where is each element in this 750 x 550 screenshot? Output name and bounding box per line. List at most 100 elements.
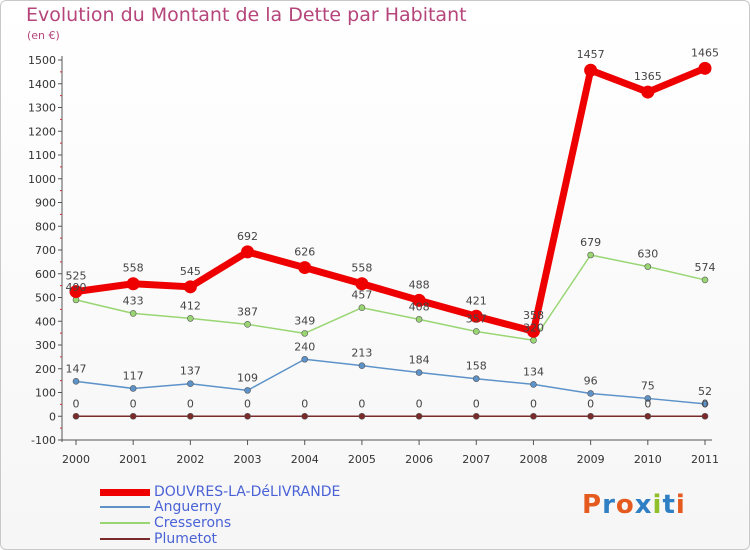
data-point-douvres-la-d-livrande: [355, 277, 369, 291]
data-label-anguerny: 96: [584, 374, 598, 387]
y-tick-label: 0: [49, 410, 56, 423]
data-point-cresserons: [530, 336, 537, 344]
legend-swatch-cresserons: [100, 522, 150, 524]
data-point-plumetot: [301, 412, 309, 420]
y-tick-label: 1200: [28, 125, 56, 138]
data-label-plumetot: 0: [130, 397, 137, 410]
data-label-cresserons: 679: [580, 236, 601, 249]
data-label-plumetot: 0: [530, 397, 537, 410]
data-label-douvres-la-d-livrande: 692: [237, 230, 258, 243]
legend-item-plumetot: Plumetot: [100, 531, 217, 547]
data-point-douvres-la-d-livrande: [526, 324, 540, 338]
data-point-anguerny: [415, 369, 423, 376]
data-label-anguerny: 75: [641, 379, 655, 392]
legend-label-anguerny: Anguerny: [154, 499, 222, 515]
data-point-douvres-la-d-livrande: [298, 261, 312, 275]
data-point-cresserons: [472, 328, 480, 335]
data-label-plumetot: 0: [187, 397, 194, 410]
x-tick-label: 2007: [462, 453, 490, 466]
series-line-cresserons: [75, 254, 706, 341]
legend-label-douvres: DOUVRES-LA-DéLIVRANDE: [154, 484, 341, 500]
data-point-anguerny: [301, 355, 309, 363]
x-tick-label: 2010: [634, 453, 662, 466]
data-point-plumetot: [644, 412, 652, 420]
data-label-cresserons: 412: [180, 299, 201, 312]
y-tick-label: 500: [35, 292, 56, 305]
y-tick-label: 1400: [28, 78, 56, 91]
data-label-cresserons: 357: [466, 312, 487, 325]
data-point-anguerny: [72, 378, 80, 385]
x-tick-label: 2005: [348, 453, 376, 466]
x-tick-label: 2006: [405, 453, 433, 466]
data-point-douvres-la-d-livrande: [584, 63, 598, 77]
legend-swatch-douvres: [100, 488, 150, 496]
data-point-douvres-la-d-livrande: [69, 285, 83, 299]
data-point-anguerny: [530, 381, 537, 388]
data-label-douvres-la-d-livrande: 558: [351, 262, 372, 275]
data-point-anguerny: [129, 385, 137, 392]
data-label-anguerny: 52: [698, 385, 712, 398]
data-label-plumetot: 0: [358, 397, 365, 410]
legend-label-plumetot: Plumetot: [154, 531, 217, 547]
data-point-plumetot: [530, 412, 537, 420]
proxiti-logo: Proxiti: [582, 490, 686, 520]
data-point-plumetot: [587, 412, 594, 420]
legend-swatch-anguerny: [100, 506, 150, 508]
data-label-anguerny: 109: [237, 371, 258, 384]
x-tick-label: 2002: [176, 453, 204, 466]
x-tick-label: 2009: [577, 453, 605, 466]
data-label-plumetot: 0: [416, 397, 423, 410]
data-label-plumetot: 0: [244, 397, 251, 410]
data-label-anguerny: 184: [409, 354, 430, 367]
y-tick-label: 900: [35, 197, 56, 210]
y-tick-label: 400: [35, 315, 56, 328]
data-point-plumetot: [358, 412, 366, 420]
data-point-plumetot: [129, 412, 137, 420]
y-tick-label: -100: [31, 434, 56, 447]
data-label-plumetot: 0: [702, 397, 709, 410]
legend-label-cresserons: Cresserons: [154, 515, 232, 531]
x-tick-label: 2004: [291, 453, 319, 466]
data-label-douvres-la-d-livrande: 1457: [577, 48, 605, 61]
legend-swatch-plumetot: [100, 538, 150, 540]
data-point-anguerny: [644, 395, 652, 402]
data-point-cresserons: [358, 304, 366, 312]
data-point-anguerny: [244, 387, 251, 394]
data-point-plumetot: [415, 412, 423, 420]
y-tick-label: 1300: [28, 102, 56, 115]
y-tick-label: 700: [35, 244, 56, 257]
series-line-anguerny: [75, 358, 706, 405]
data-label-cresserons: 457: [351, 289, 372, 302]
x-tick-label: 2011: [691, 453, 719, 466]
data-label-plumetot: 0: [73, 397, 80, 410]
data-label-anguerny: 158: [466, 360, 487, 373]
data-point-anguerny: [358, 362, 366, 369]
data-point-plumetot: [187, 412, 194, 420]
y-tick-label: 100: [35, 387, 56, 400]
data-label-douvres-la-d-livrande: 626: [294, 246, 315, 259]
data-label-anguerny: 117: [123, 369, 144, 382]
data-point-douvres-la-d-livrande: [698, 61, 712, 75]
data-point-douvres-la-d-livrande: [412, 293, 426, 307]
y-tick-label: 1000: [28, 173, 56, 186]
legend-item-cresserons: Cresserons: [100, 515, 231, 531]
data-point-anguerny: [587, 390, 594, 397]
data-label-douvres-la-d-livrande: 421: [466, 294, 487, 307]
data-label-cresserons: 320: [523, 321, 544, 334]
data-label-cresserons: 433: [123, 294, 144, 307]
data-label-cresserons: 490: [66, 281, 87, 294]
data-label-anguerny: 134: [523, 365, 544, 378]
data-point-douvres-la-d-livrande: [241, 245, 255, 259]
data-point-anguerny: [701, 400, 709, 408]
data-point-anguerny: [187, 380, 194, 388]
data-label-douvres-la-d-livrande: 1465: [691, 46, 719, 59]
data-point-plumetot: [244, 412, 251, 420]
x-tick-label: 2003: [234, 453, 262, 466]
data-point-cresserons: [244, 321, 251, 328]
series-line-douvres-la-d-livrande: [75, 65, 707, 335]
data-point-douvres-la-d-livrande: [183, 280, 197, 294]
data-label-anguerny: 147: [66, 362, 87, 375]
data-point-cresserons: [701, 276, 709, 284]
data-label-anguerny: 137: [180, 365, 201, 378]
